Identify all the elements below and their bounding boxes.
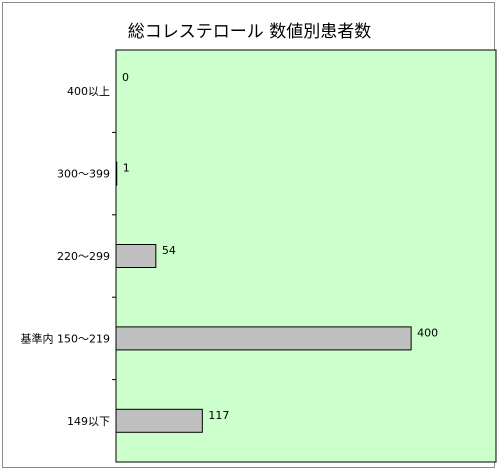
- bars-group: [115, 161, 412, 433]
- bar: [115, 161, 118, 186]
- value-label: 117: [208, 409, 229, 422]
- plot-area: [115, 49, 497, 463]
- category-label: 基準内 150～219: [21, 331, 111, 345]
- value-label: 1: [123, 162, 130, 175]
- bar: [115, 244, 157, 268]
- category-label: 220～299: [57, 250, 110, 263]
- category-label: 149以下: [67, 415, 110, 428]
- value-label: 400: [417, 326, 438, 339]
- chart-title: 総コレステロール 数値別患者数: [127, 22, 372, 42]
- bar: [115, 326, 412, 351]
- category-label: 300～399: [57, 168, 110, 181]
- y-axis-ticks: [112, 131, 116, 381]
- value-label: 0: [122, 71, 129, 84]
- bar: [115, 408, 203, 433]
- value-label: 54: [162, 244, 176, 257]
- category-label: 400以上: [67, 85, 110, 98]
- labels-group: 400以上 0 300～399 1 220～299 54 基準内 150～219 400 149…: [21, 71, 439, 428]
